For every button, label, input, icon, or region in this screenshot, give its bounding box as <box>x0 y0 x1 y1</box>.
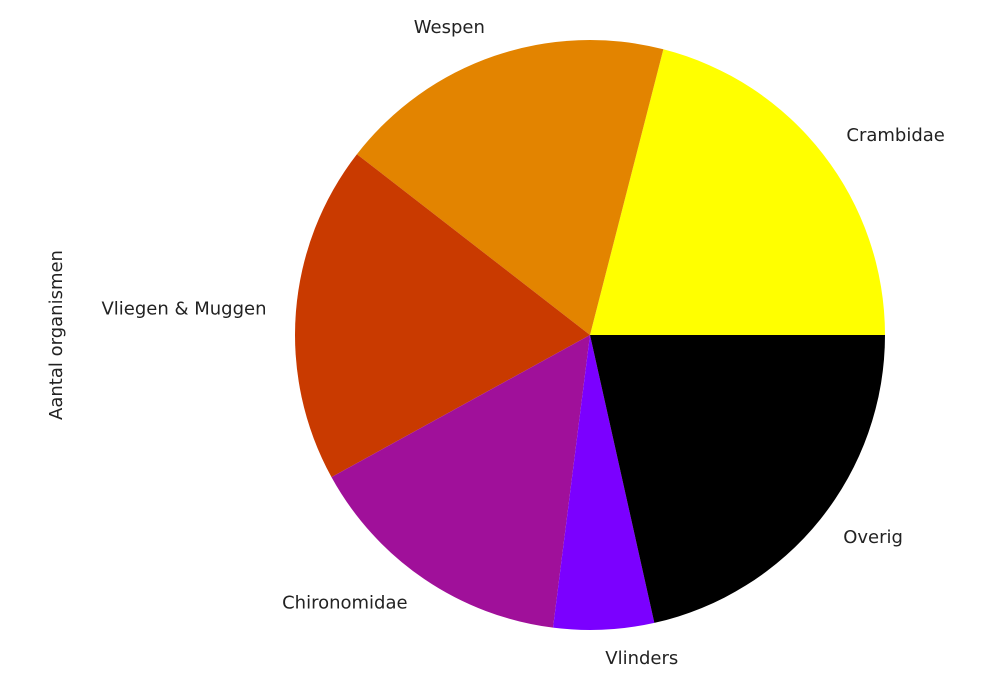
slice-label: Wespen <box>414 17 485 38</box>
slice-label: Overig <box>843 527 903 548</box>
pie-slice <box>294 154 590 478</box>
y-axis-label: Aantal organismen <box>46 250 67 420</box>
pie-slice <box>553 335 655 630</box>
slice-label: Vlinders <box>605 648 678 669</box>
slice-label: Vliegen & Muggen <box>101 299 266 320</box>
pie-slice <box>356 39 664 335</box>
pie-slice <box>590 49 885 335</box>
pie-slice <box>331 335 590 628</box>
slice-label: Crambidae <box>846 125 945 146</box>
slice-label: Chironomidae <box>282 592 407 613</box>
pie-slice <box>590 335 885 623</box>
